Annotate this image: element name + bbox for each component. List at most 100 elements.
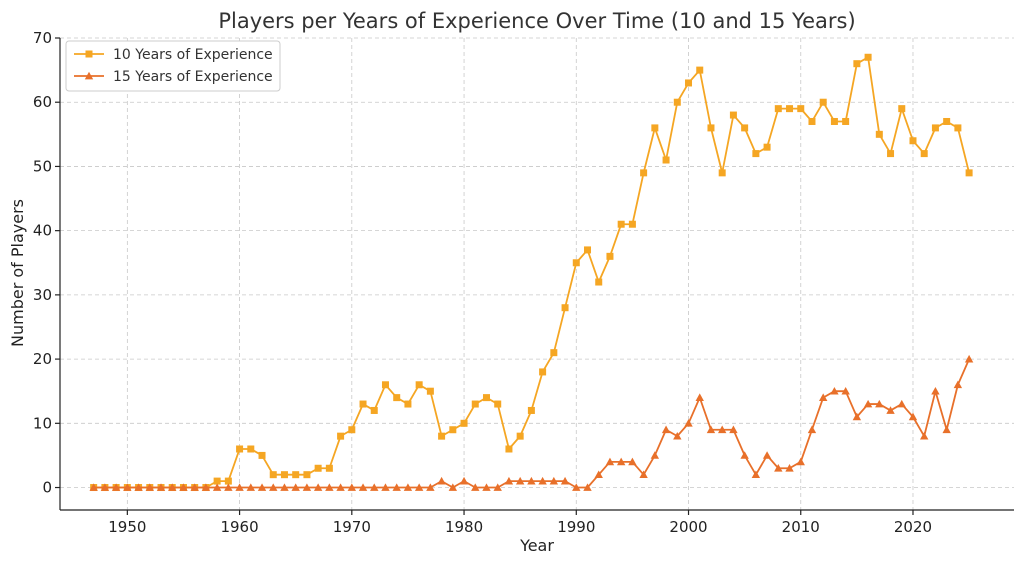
data-point <box>358 483 368 491</box>
data-point <box>965 169 973 177</box>
data-point <box>706 425 716 434</box>
data-point <box>639 470 648 479</box>
x-axis-label: Year <box>519 536 554 555</box>
data-point <box>763 143 771 151</box>
data-point <box>684 419 693 427</box>
axes <box>55 37 1014 515</box>
data-point <box>897 399 906 408</box>
data-point <box>842 117 850 125</box>
data-point <box>583 483 592 491</box>
data-point <box>292 471 300 479</box>
data-point <box>527 476 536 485</box>
x-tick-label: 2010 <box>782 518 820 536</box>
data-point <box>887 150 895 158</box>
data-point <box>943 117 951 125</box>
data-point <box>516 432 524 440</box>
data-point <box>920 431 929 440</box>
legend-label: 10 Years of Experience <box>113 47 273 63</box>
data-point <box>931 124 939 132</box>
data-point <box>314 464 322 472</box>
data-point <box>236 445 244 453</box>
data-point <box>392 483 401 491</box>
data-point <box>393 394 401 402</box>
legend-entry-2: 15 Years of Experience <box>74 69 273 85</box>
series-1 <box>90 53 973 492</box>
data-point <box>616 457 626 466</box>
data-point <box>561 304 569 312</box>
data-point <box>347 483 357 491</box>
data-point <box>549 476 559 485</box>
data-point <box>459 476 469 485</box>
data-point <box>752 150 760 158</box>
data-point <box>414 483 424 491</box>
data-point <box>661 425 671 434</box>
data-point <box>235 483 244 491</box>
data-point <box>953 380 963 389</box>
data-point <box>819 98 827 106</box>
data-point <box>774 464 783 472</box>
data-point <box>830 386 839 395</box>
data-point <box>291 483 300 491</box>
data-point <box>830 117 838 125</box>
data-point <box>179 483 188 491</box>
data-point <box>718 169 726 177</box>
data-point <box>359 400 367 408</box>
data-point <box>572 483 581 491</box>
data-point <box>280 483 289 491</box>
x-tick-label: 1960 <box>220 518 258 536</box>
data-point <box>594 470 603 479</box>
legend-marker <box>84 71 94 80</box>
data-point <box>954 124 962 132</box>
data-point <box>696 66 704 74</box>
y-tick-label: 0 <box>42 479 52 497</box>
data-point <box>471 483 480 491</box>
data-point <box>224 483 233 491</box>
x-tick-label: 1950 <box>108 518 146 536</box>
data-point <box>538 476 547 485</box>
tick-labels: 1950 1960 1970 1980 1990 2000 2010 2020 0 10 20 30 4… <box>33 29 932 536</box>
data-point <box>942 425 951 434</box>
data-point <box>403 483 413 491</box>
data-point <box>695 393 704 401</box>
data-point <box>348 426 356 434</box>
data-point <box>336 483 345 491</box>
data-point <box>560 476 570 485</box>
data-point <box>786 105 794 113</box>
data-point <box>852 412 862 421</box>
data-point <box>438 432 446 440</box>
data-point <box>337 432 345 440</box>
data-point <box>123 483 132 491</box>
legend-entry-1: 10 Years of Experience <box>74 47 273 63</box>
y-tick-label: 20 <box>33 350 52 368</box>
data-point <box>504 476 514 485</box>
data-point <box>302 483 312 491</box>
data-point <box>617 220 625 228</box>
data-point <box>168 483 177 491</box>
data-point <box>257 483 267 491</box>
data-point <box>201 483 211 491</box>
data-point <box>246 483 255 491</box>
data-point <box>797 105 805 113</box>
legend-label: 15 Years of Experience <box>113 69 273 85</box>
data-point <box>819 393 828 401</box>
data-point <box>729 111 737 119</box>
data-point <box>325 464 333 472</box>
y-tick-label: 30 <box>33 286 52 304</box>
data-point <box>313 483 323 491</box>
y-tick-label: 40 <box>33 222 52 240</box>
data-point <box>482 394 490 402</box>
legend-box <box>65 40 281 92</box>
data-point <box>381 381 389 389</box>
data-point <box>134 483 143 491</box>
data-point <box>190 483 199 491</box>
data-point <box>494 400 502 408</box>
data-point <box>527 406 535 414</box>
data-point <box>415 381 423 389</box>
y-tick-label: 50 <box>33 157 52 175</box>
data-point <box>303 471 311 479</box>
data-point <box>100 483 110 491</box>
x-tick-label: 1990 <box>557 518 595 536</box>
data-point <box>751 470 761 479</box>
x-tick-label: 2000 <box>669 518 707 536</box>
data-point <box>931 386 940 395</box>
